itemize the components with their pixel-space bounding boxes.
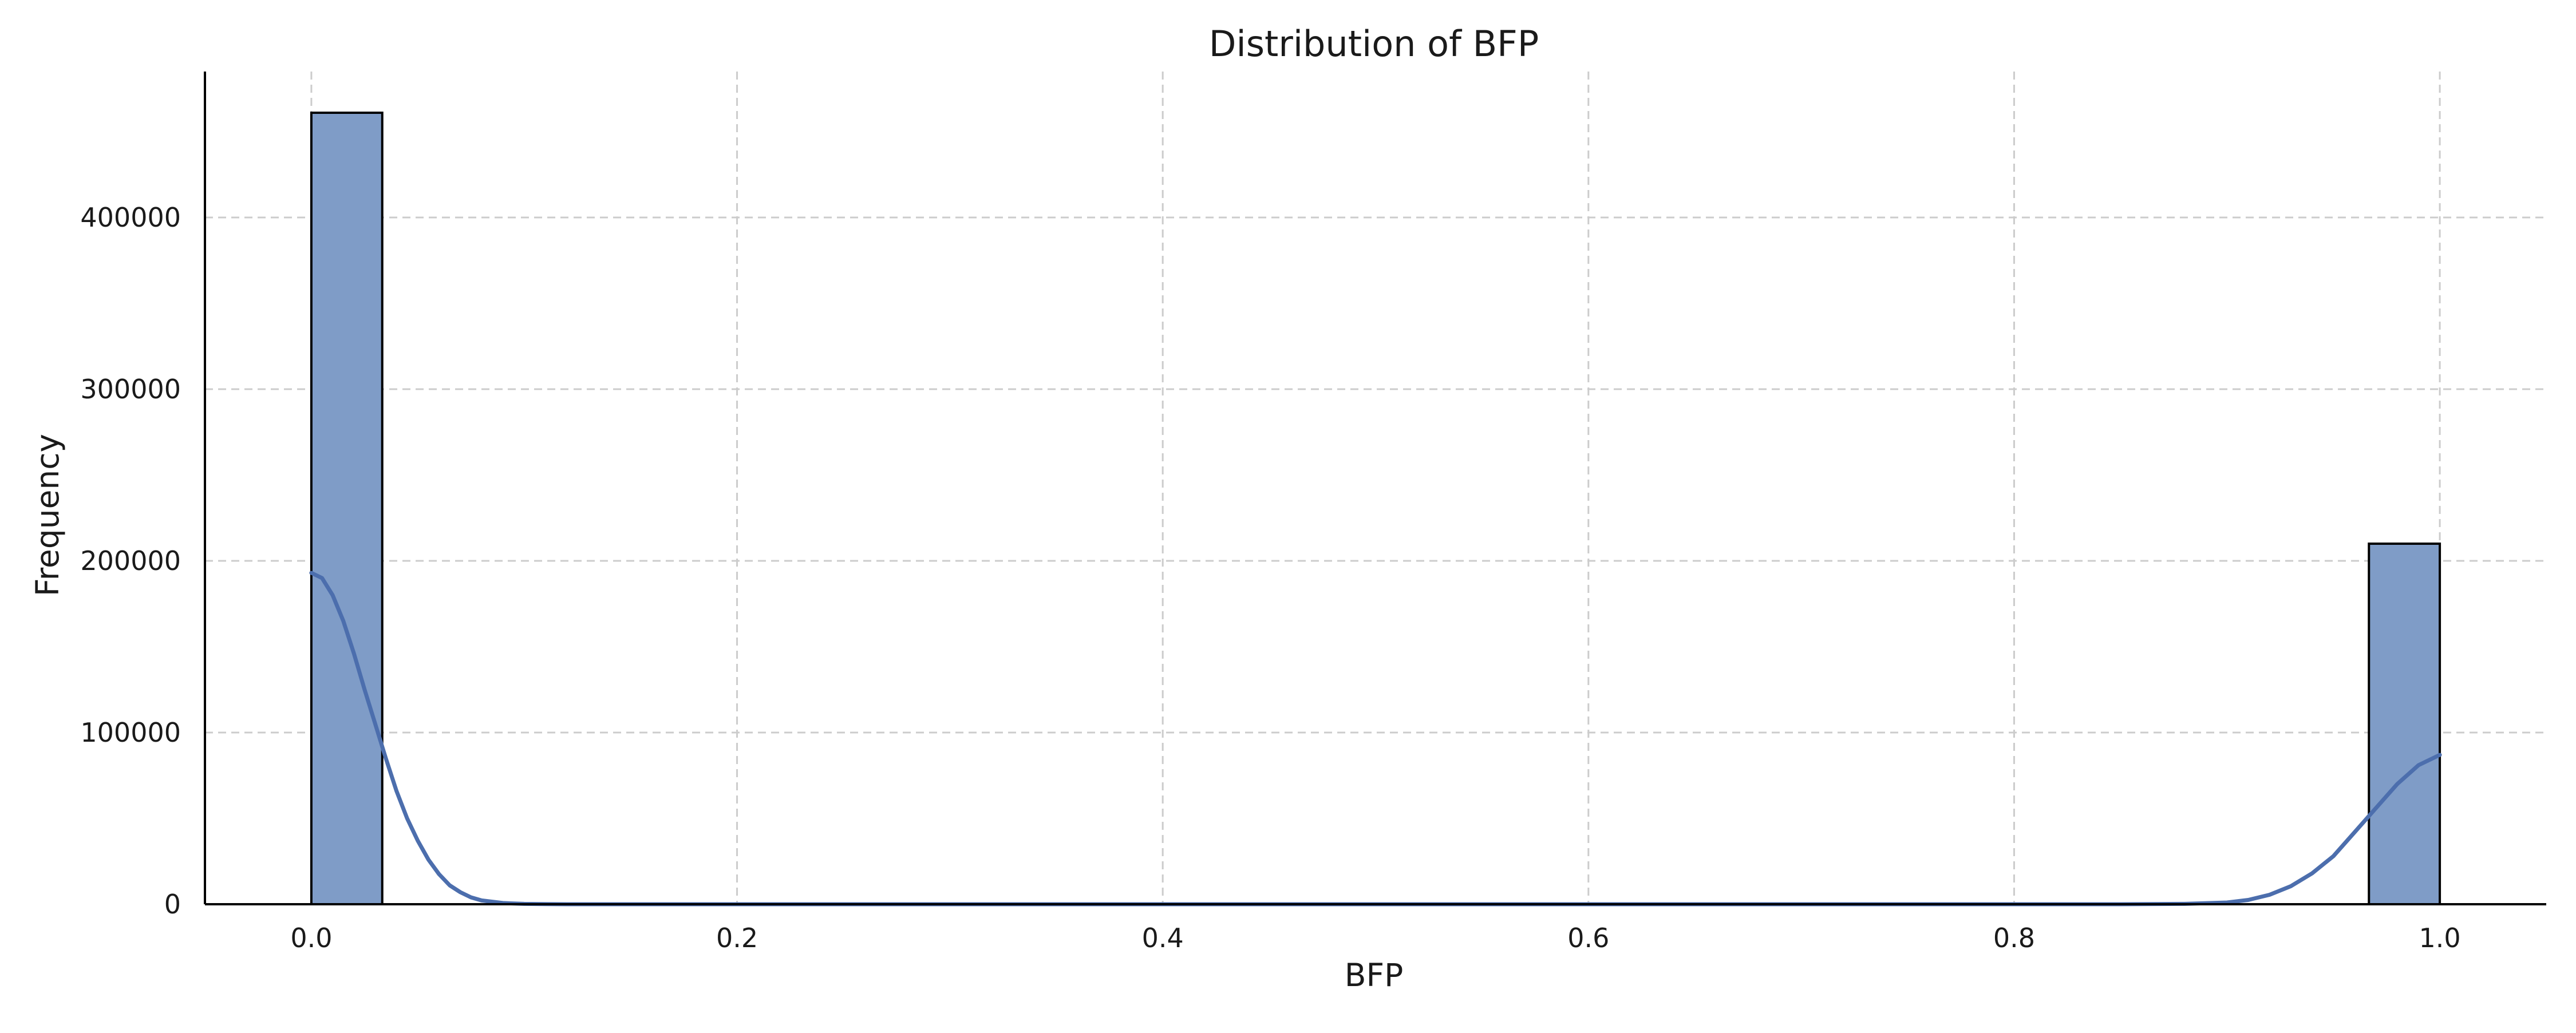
y-tick-label: 400000 — [80, 202, 181, 233]
histogram-bars — [310, 112, 2441, 905]
kde-curve-group — [309, 571, 2442, 907]
y-tick-label: 300000 — [80, 374, 181, 405]
x-tick-label: 0.6 — [1567, 923, 1609, 953]
histogram-bar-1 — [2368, 543, 2441, 905]
x-tick-label: 0.0 — [290, 923, 332, 953]
x-axis-label: BFP — [1345, 957, 1404, 994]
y-tick-label: 0 — [164, 889, 181, 920]
histogram-bar-0 — [310, 112, 384, 905]
x-tick-label: 0.8 — [1993, 923, 2035, 953]
y-tick-label: 100000 — [80, 717, 181, 748]
grid-lines — [205, 72, 2546, 904]
x-tick-label: 0.2 — [716, 923, 758, 953]
axes — [204, 72, 2546, 905]
x-tick-label: 0.4 — [1142, 923, 1184, 953]
x-tick-label: 1.0 — [2419, 923, 2461, 953]
y-tick-label: 200000 — [80, 545, 181, 576]
kde-curve — [309, 571, 2442, 907]
tick-labels: 0.0 0.2 0.4 0.6 0.8 1.0 0 100000 200000 300000 400… — [80, 202, 2460, 953]
chart-title: Distribution of BFP — [1209, 23, 1539, 65]
y-axis-label: Frequency — [29, 434, 66, 596]
